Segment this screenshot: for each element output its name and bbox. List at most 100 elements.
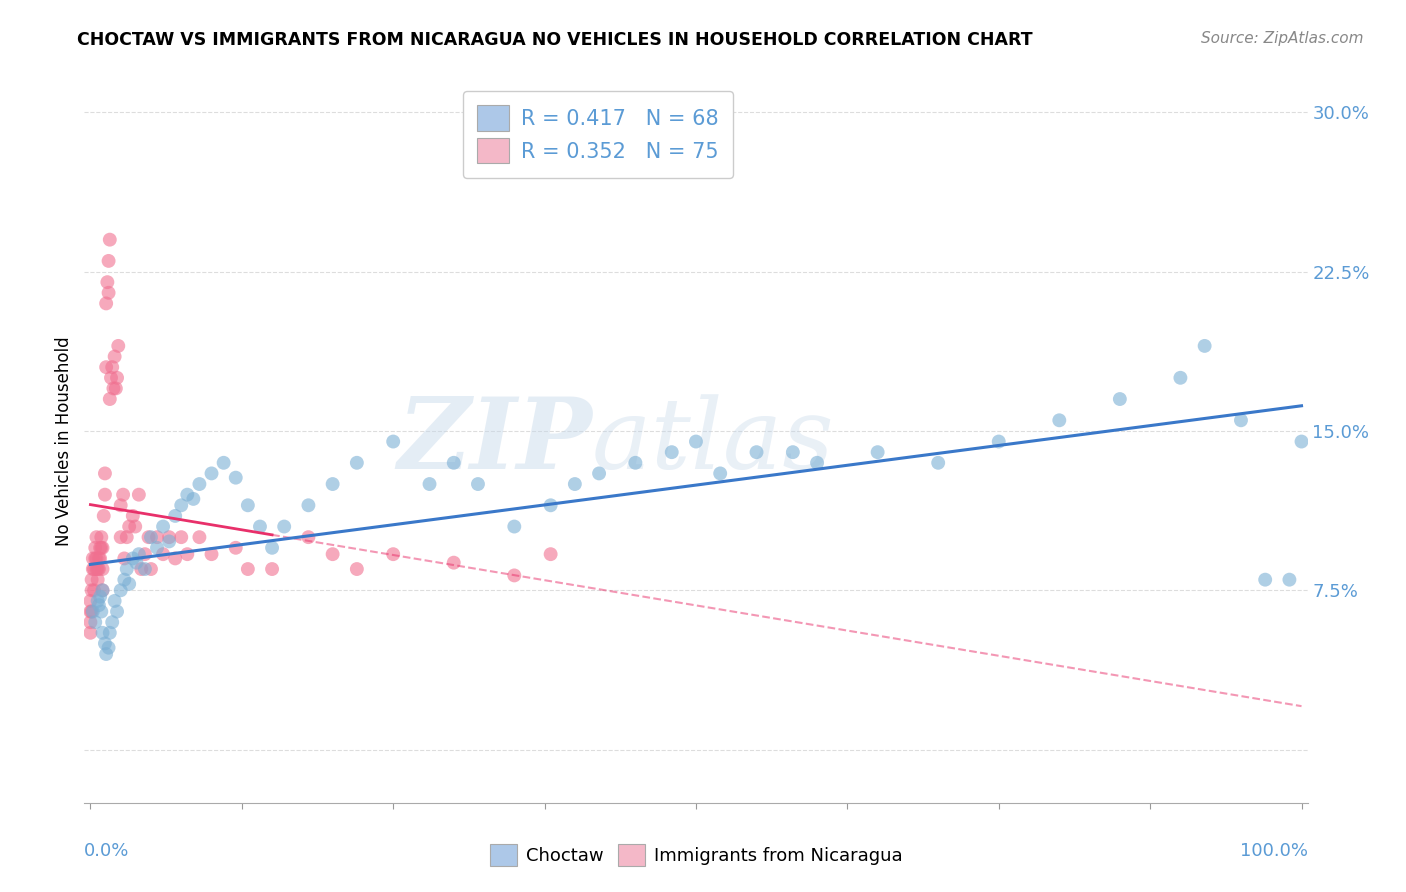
Point — [105, 371, 128, 385]
Point — [297, 498, 319, 512]
Point — [170, 530, 193, 544]
Point — [1230, 413, 1253, 427]
Point — [1047, 413, 1070, 427]
Point — [82, 605, 104, 619]
Point — [115, 530, 138, 544]
Point — [118, 577, 141, 591]
Point — [346, 562, 368, 576]
Point — [346, 456, 368, 470]
Point — [128, 488, 150, 502]
Point — [418, 477, 440, 491]
Point — [121, 551, 143, 566]
Point — [89, 590, 111, 604]
Point — [91, 541, 114, 555]
Point — [90, 541, 112, 555]
Text: 100.0%: 100.0% — [1240, 842, 1308, 860]
Point — [89, 551, 111, 566]
Point — [121, 508, 143, 523]
Y-axis label: No Vehicles in Household: No Vehicles in Household — [55, 336, 73, 547]
Text: Source: ZipAtlas.com: Source: ZipAtlas.com — [1201, 31, 1364, 46]
Point — [1254, 573, 1277, 587]
Point — [82, 551, 104, 566]
Point — [806, 456, 828, 470]
Point — [745, 445, 768, 459]
Point — [110, 530, 132, 544]
Point — [322, 547, 344, 561]
Point — [709, 467, 731, 481]
Point — [588, 467, 610, 481]
Point — [84, 551, 107, 566]
Point — [96, 296, 118, 310]
Point — [96, 360, 118, 375]
Point — [152, 519, 174, 533]
Point — [107, 339, 129, 353]
Point — [101, 615, 124, 630]
Point — [104, 350, 127, 364]
Point — [236, 498, 259, 512]
Point — [152, 547, 174, 561]
Point — [249, 519, 271, 533]
Point — [146, 541, 169, 555]
Point — [866, 445, 889, 459]
Point — [128, 547, 150, 561]
Point — [443, 456, 465, 470]
Point — [86, 530, 108, 544]
Point — [118, 519, 141, 533]
Point — [91, 625, 114, 640]
Point — [104, 381, 127, 395]
Point — [84, 615, 107, 630]
Point — [782, 445, 804, 459]
Point — [90, 605, 112, 619]
Point — [98, 625, 121, 640]
Point — [540, 498, 562, 512]
Text: ZIP: ZIP — [396, 393, 592, 490]
Legend: Choctaw, Immigrants from Nicaragua: Choctaw, Immigrants from Nicaragua — [482, 837, 910, 873]
Point — [1194, 339, 1216, 353]
Point — [91, 562, 114, 576]
Point — [467, 477, 489, 491]
Point — [540, 547, 562, 561]
Point — [79, 615, 101, 630]
Point — [82, 562, 104, 576]
Point — [987, 434, 1010, 449]
Point — [176, 488, 198, 502]
Point — [685, 434, 707, 449]
Point — [96, 647, 118, 661]
Point — [503, 568, 526, 582]
Point — [80, 573, 103, 587]
Point — [115, 562, 138, 576]
Point — [86, 562, 108, 576]
Point — [225, 541, 247, 555]
Point — [176, 547, 198, 561]
Point — [98, 233, 121, 247]
Point — [104, 594, 127, 608]
Point — [262, 562, 284, 576]
Point — [125, 556, 148, 570]
Point — [273, 519, 295, 533]
Point — [97, 254, 120, 268]
Point — [94, 636, 117, 650]
Point — [139, 530, 162, 544]
Point — [110, 498, 132, 512]
Point — [212, 456, 235, 470]
Point — [927, 456, 949, 470]
Point — [200, 547, 222, 561]
Point — [129, 562, 152, 576]
Point — [564, 477, 586, 491]
Point — [297, 530, 319, 544]
Point — [98, 392, 121, 406]
Point — [157, 530, 180, 544]
Point — [86, 594, 108, 608]
Point — [100, 371, 122, 385]
Point — [661, 445, 683, 459]
Point — [79, 605, 101, 619]
Point — [170, 498, 193, 512]
Point — [183, 491, 205, 506]
Point — [157, 534, 180, 549]
Point — [1291, 434, 1313, 449]
Point — [138, 530, 160, 544]
Point — [112, 488, 135, 502]
Text: CHOCTAW VS IMMIGRANTS FROM NICARAGUA NO VEHICLES IN HOUSEHOLD CORRELATION CHART: CHOCTAW VS IMMIGRANTS FROM NICARAGUA NO … — [77, 31, 1033, 49]
Point — [87, 562, 110, 576]
Point — [1108, 392, 1130, 406]
